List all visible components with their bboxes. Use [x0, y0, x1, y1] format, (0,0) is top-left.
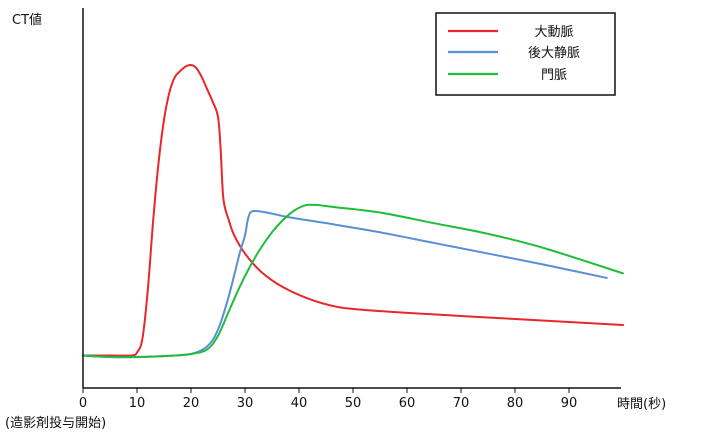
- axes-layer: [82, 8, 621, 389]
- x-tick-label: 20: [183, 396, 200, 411]
- x-origin-note: (造影剤投与開始): [5, 415, 106, 431]
- x-axis-label: 時間(秒): [617, 397, 666, 412]
- x-tick-label: 80: [507, 396, 524, 411]
- series-line-0: [82, 63, 624, 357]
- x-tick-label: 70: [453, 396, 470, 411]
- x-tick-label: 10: [129, 396, 146, 411]
- y-axis-label: CT値: [12, 12, 42, 28]
- x-tick-label: 30: [237, 396, 254, 411]
- x-tick-label: 40: [291, 396, 308, 411]
- x-tick-label: 60: [399, 396, 416, 411]
- x-tick-label: 50: [345, 396, 362, 411]
- legend-label-2: 門脈: [541, 68, 567, 83]
- legend-label-1: 後大静脈: [528, 46, 580, 61]
- series-layer: [82, 63, 624, 359]
- x-tick-label: 0: [79, 396, 87, 411]
- series-line-2: [82, 203, 624, 359]
- legend-label-0: 大動脈: [534, 25, 573, 40]
- legend-box: [435, 12, 616, 96]
- x-tick-label: 90: [561, 396, 578, 411]
